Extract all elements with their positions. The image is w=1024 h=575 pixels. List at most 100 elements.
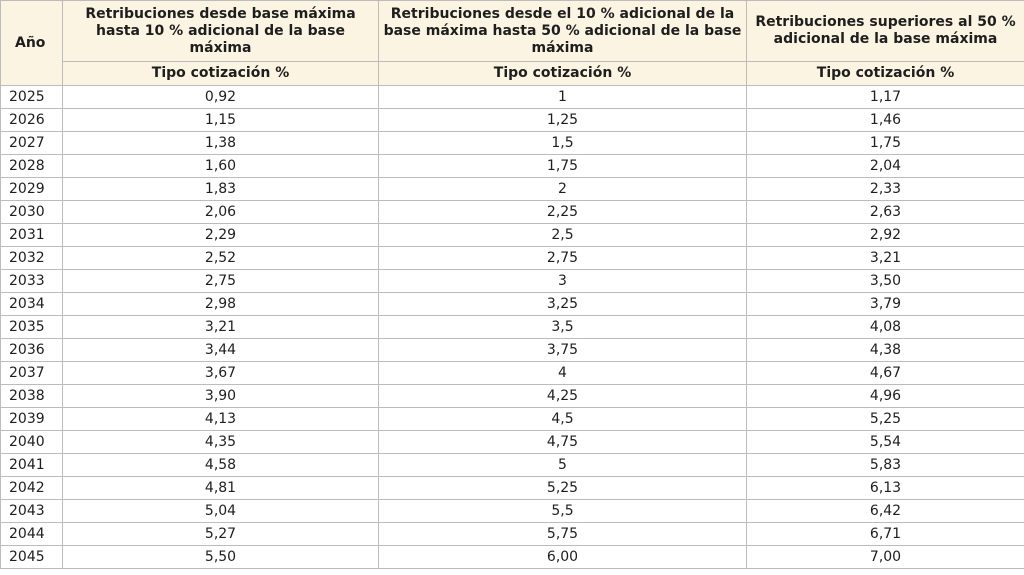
table-row: 2038 3,90 4,25 4,96 (0, 384, 1024, 408)
year-cell: 2035 (0, 315, 63, 339)
year-cell: 2028 (0, 154, 63, 178)
table-row: 2040 4,35 4,75 5,54 (0, 430, 1024, 454)
rate-cell-10-to-50: 5,75 (378, 522, 747, 546)
table-row: 2031 2,29 2,5 2,92 (0, 223, 1024, 247)
table-row: 2025 0,92 1 1,17 (0, 85, 1024, 109)
table-row: 2026 1,15 1,25 1,46 (0, 108, 1024, 132)
year-cell: 2032 (0, 246, 63, 270)
year-cell: 2040 (0, 430, 63, 454)
rate-cell-over-50: 5,83 (746, 453, 1024, 477)
table-row: 2035 3,21 3,5 4,08 (0, 315, 1024, 339)
rate-cell-10-to-50: 2,75 (378, 246, 747, 270)
year-cell: 2043 (0, 499, 63, 523)
rate-cell-over-50: 5,25 (746, 407, 1024, 431)
rate-cell-base-to-10: 3,21 (62, 315, 379, 339)
table-row: 2039 4,13 4,5 5,25 (0, 407, 1024, 431)
rate-cell-over-50: 2,33 (746, 177, 1024, 201)
column-header-2: Retribuciones desde el 10 % adicional de… (378, 0, 747, 62)
year-cell: 2037 (0, 361, 63, 385)
rate-cell-10-to-50: 4 (378, 361, 747, 385)
year-cell: 2041 (0, 453, 63, 477)
rate-cell-base-to-10: 5,04 (62, 499, 379, 523)
rate-cell-over-50: 1,17 (746, 85, 1024, 109)
rate-cell-over-50: 3,79 (746, 292, 1024, 316)
year-cell: 2045 (0, 545, 63, 569)
column-subheader-1: Tipo cotización % (62, 61, 379, 86)
rate-cell-10-to-50: 1 (378, 85, 747, 109)
year-cell: 2038 (0, 384, 63, 408)
column-subheader-3: Tipo cotización % (746, 61, 1024, 86)
rate-cell-base-to-10: 2,06 (62, 200, 379, 224)
table-row: 2037 3,67 4 4,67 (0, 361, 1024, 385)
column-header-1: Retribuciones desde base máxima hasta 10… (62, 0, 379, 62)
rate-cell-base-to-10: 1,60 (62, 154, 379, 178)
table-row: 2045 5,50 6,00 7,00 (0, 545, 1024, 569)
table-row: 2044 5,27 5,75 6,71 (0, 522, 1024, 546)
rate-cell-10-to-50: 1,25 (378, 108, 747, 132)
year-cell: 2034 (0, 292, 63, 316)
year-column-header: Año (0, 0, 63, 86)
rate-cell-10-to-50: 6,00 (378, 545, 747, 569)
rate-cell-10-to-50: 4,75 (378, 430, 747, 454)
rate-cell-10-to-50: 3 (378, 269, 747, 293)
table-header: Año Retribuciones desde base máxima hast… (0, 0, 1024, 86)
rate-cell-over-50: 3,50 (746, 269, 1024, 293)
rate-cell-base-to-10: 4,81 (62, 476, 379, 500)
column-subheader-2: Tipo cotización % (378, 61, 747, 86)
year-cell: 2039 (0, 407, 63, 431)
year-cell: 2025 (0, 85, 63, 109)
rate-cell-10-to-50: 4,5 (378, 407, 747, 431)
year-cell: 2036 (0, 338, 63, 362)
rate-cell-10-to-50: 5,25 (378, 476, 747, 500)
rate-cell-over-50: 6,71 (746, 522, 1024, 546)
rate-cell-base-to-10: 2,52 (62, 246, 379, 270)
rate-cell-base-to-10: 2,75 (62, 269, 379, 293)
rate-cell-over-50: 7,00 (746, 545, 1024, 569)
rate-cell-over-50: 5,54 (746, 430, 1024, 454)
year-cell: 2044 (0, 522, 63, 546)
table-row: 2028 1,60 1,75 2,04 (0, 154, 1024, 178)
rate-cell-over-50: 1,75 (746, 131, 1024, 155)
header-row: Año Retribuciones desde base máxima hast… (0, 0, 1024, 86)
year-cell: 2030 (0, 200, 63, 224)
rate-cell-over-50: 4,08 (746, 315, 1024, 339)
year-cell: 2027 (0, 131, 63, 155)
rate-cell-base-to-10: 0,92 (62, 85, 379, 109)
rate-cell-base-to-10: 3,90 (62, 384, 379, 408)
year-cell: 2029 (0, 177, 63, 201)
table-row: 2042 4,81 5,25 6,13 (0, 476, 1024, 500)
rate-cell-10-to-50: 2 (378, 177, 747, 201)
table-row: 2027 1,38 1,5 1,75 (0, 131, 1024, 155)
rate-cell-over-50: 4,38 (746, 338, 1024, 362)
table-row: 2032 2,52 2,75 3,21 (0, 246, 1024, 270)
rate-cell-10-to-50: 3,5 (378, 315, 747, 339)
rate-cell-base-to-10: 1,38 (62, 131, 379, 155)
rate-cell-over-50: 2,63 (746, 200, 1024, 224)
rate-cell-over-50: 6,13 (746, 476, 1024, 500)
rate-cell-10-to-50: 5 (378, 453, 747, 477)
rate-cell-base-to-10: 2,29 (62, 223, 379, 247)
rate-cell-over-50: 2,92 (746, 223, 1024, 247)
table-row: 2030 2,06 2,25 2,63 (0, 200, 1024, 224)
table-row: 2034 2,98 3,25 3,79 (0, 292, 1024, 316)
table-row: 2041 4,58 5 5,83 (0, 453, 1024, 477)
rate-cell-over-50: 6,42 (746, 499, 1024, 523)
rate-cell-base-to-10: 1,15 (62, 108, 379, 132)
rate-cell-over-50: 1,46 (746, 108, 1024, 132)
rate-cell-over-50: 2,04 (746, 154, 1024, 178)
table-row: 2043 5,04 5,5 6,42 (0, 499, 1024, 523)
rate-cell-10-to-50: 1,5 (378, 131, 747, 155)
rate-cell-base-to-10: 5,50 (62, 545, 379, 569)
column-header-3: Retribuciones superiores al 50 % adicion… (746, 0, 1024, 62)
rate-cell-10-to-50: 5,5 (378, 499, 747, 523)
rate-cell-over-50: 4,96 (746, 384, 1024, 408)
rate-cell-base-to-10: 3,44 (62, 338, 379, 362)
year-cell: 2031 (0, 223, 63, 247)
year-cell: 2026 (0, 108, 63, 132)
rate-cell-base-to-10: 2,98 (62, 292, 379, 316)
rate-cell-base-to-10: 5,27 (62, 522, 379, 546)
subheader-row: Tipo cotización % Tipo cotización % Tipo… (1, 61, 1024, 86)
rate-cell-base-to-10: 4,35 (62, 430, 379, 454)
rate-cell-10-to-50: 2,25 (378, 200, 747, 224)
